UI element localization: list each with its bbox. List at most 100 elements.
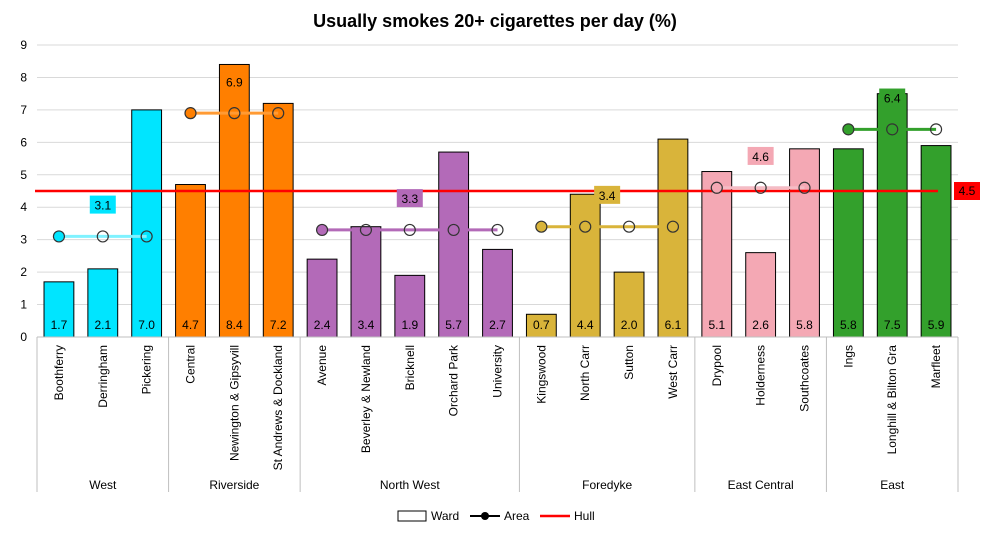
area-marker [622,220,636,233]
legend-area-marker [481,512,489,520]
bar [613,271,645,338]
bar [832,148,864,338]
bar-value-label: 5.1 [708,318,725,332]
bar [218,63,250,338]
legend-area-label: Area [504,509,530,523]
bar [43,281,75,338]
area-marker [842,123,855,136]
area-marker [535,220,548,233]
area-label-box [221,72,248,91]
area-label: 3.1 [94,199,111,213]
group-label: North West [380,478,440,492]
bar [789,148,820,338]
bar-value-label: 3.4 [358,318,375,332]
area-marker [140,230,153,243]
y-tick-label: 4 [20,200,27,214]
area-label: 3.4 [599,189,616,203]
ward-label: Kingswood [534,345,548,404]
bar-value-label: 2.4 [314,318,331,332]
y-tick-label: 2 [20,265,27,279]
area-marker [754,181,767,194]
ward-label: West Carr [666,345,680,399]
bar [438,151,470,338]
area-label-box [747,146,774,165]
y-axis: 0 1 2 3 4 5 6 7 8 9 [20,38,27,344]
bars: 1.7 2.1 7.0 4.7 8.4 7.2 2.4 3.4 1.9 5.7 2.7 0.7 4.4 2… [43,63,952,338]
bar-value-label: 2.7 [489,318,506,332]
bar-value-label: 7.0 [138,318,155,332]
bar [745,252,777,338]
bar-value-label: 8.4 [226,318,243,332]
chart-title: Usually smokes 20+ cigarettes per day (%… [313,11,677,31]
area-marker [315,223,329,237]
area-label-box [89,195,116,214]
ward-label: Boothferry [52,345,66,400]
area-marker [359,223,373,237]
area-marker [886,123,899,136]
bar-value-label: 2.0 [621,318,638,332]
area-marker [798,181,811,194]
bar-value-label: 2.1 [94,318,111,332]
bar [701,171,733,338]
area-label: 3.3 [401,192,418,206]
bar-value-label: 5.7 [445,318,462,332]
ward-label: Beverley & Newland [359,345,373,453]
ward-label: Derringham [96,345,110,408]
y-tick-label: 3 [20,233,27,247]
area-lines: 3.1 6.9 3.3 3.4 4.6 6.4 [52,72,943,243]
bar [131,109,163,338]
bar-value-label: 7.5 [884,318,901,332]
area-marker [710,181,723,194]
ward-label: Central [184,345,198,384]
bar [569,193,601,338]
area-marker [184,107,197,120]
ward-label: Orchard Park [447,344,461,416]
area-label: 4.6 [752,150,769,164]
ward-label: Pickering [140,345,154,394]
ward-label: Sutton [622,345,636,380]
area-label-box [594,185,621,204]
group-label: East Central [728,478,794,492]
ward-label: Bricknell [403,345,417,390]
group-label: Foredyke [582,478,632,492]
group-label: Riverside [209,478,259,492]
area-label: 6.9 [226,75,243,89]
ward-label: University [491,345,505,398]
area-label-box [879,88,906,107]
hull-label-box [954,182,980,200]
ward-label: Southcoates [798,345,812,412]
group-label: East [880,478,905,492]
legend-ward-label: Ward [431,509,459,523]
bar [657,138,689,338]
area-marker [579,220,592,233]
bar [920,145,952,338]
ward-label: Marfleet [929,344,943,388]
y-tick-label: 0 [20,330,27,344]
x-axis: Boothferry Derringham Pickering Central Newi… [36,336,959,492]
y-tick-label: 5 [20,168,27,182]
area-label-box [396,189,423,208]
y-tick-label: 9 [20,38,27,52]
bar-value-label: 2.6 [752,318,769,332]
area-label: 6.4 [884,92,901,106]
bar-value-label: 5.9 [928,318,945,332]
y-tick-label: 1 [20,298,27,312]
bar-value-label: 1.9 [401,318,418,332]
hull-line: 4.5 [35,182,980,200]
bar [175,184,206,338]
legend: Ward Area Hull [397,509,595,523]
ward-label: Ings [841,345,855,368]
bar-value-label: 5.8 [840,318,857,332]
bar [482,248,513,338]
ward-label: Avenue [315,345,329,386]
area-marker [666,220,680,233]
legend-hull-label: Hull [574,509,595,523]
bar-value-label: 4.7 [182,318,199,332]
area-marker [447,223,460,237]
y-tick-label: 6 [20,135,27,149]
bar-value-label: 0.7 [533,318,550,332]
bar-value-label: 6.1 [665,318,682,332]
ward-label: Drypool [710,345,724,386]
ward-label: Newington & Gipsyvill [227,345,241,461]
